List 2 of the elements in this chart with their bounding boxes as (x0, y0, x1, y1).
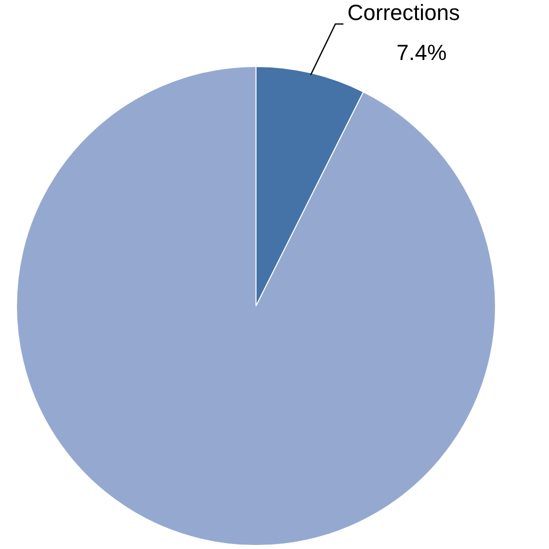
slice-label: Corrections (347, 0, 460, 26)
data-label: 7.4% (396, 40, 447, 66)
